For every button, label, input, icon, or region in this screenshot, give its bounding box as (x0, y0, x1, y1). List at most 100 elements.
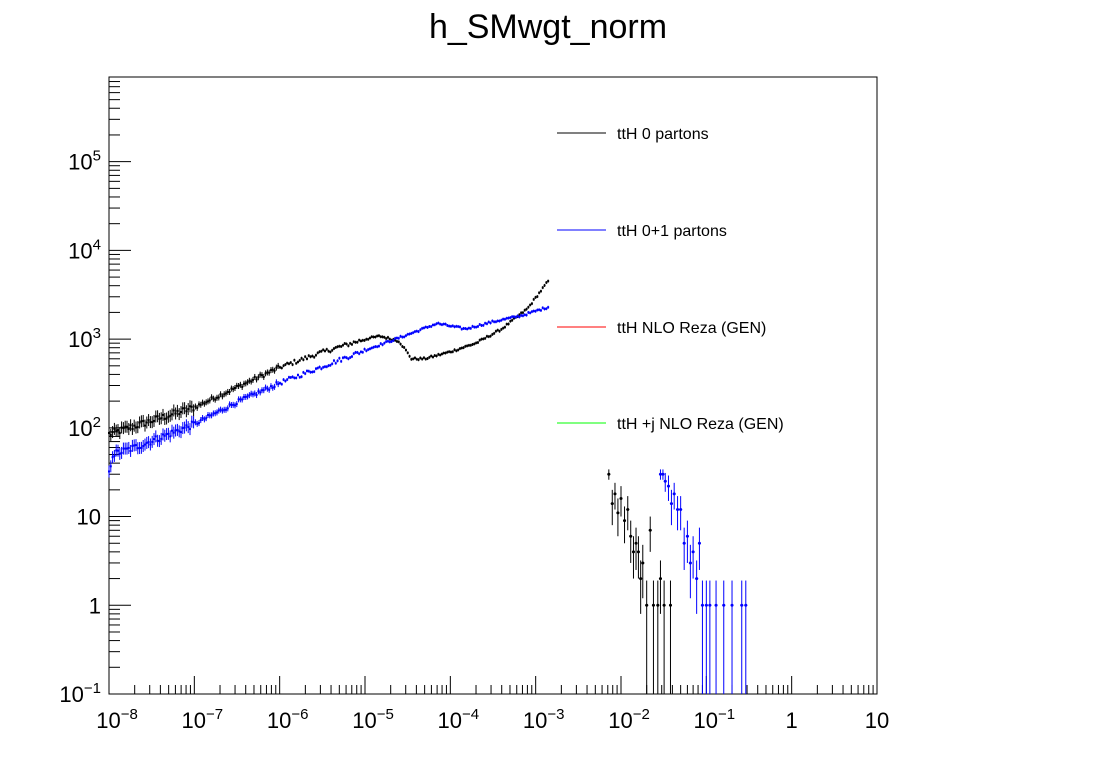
data-point (512, 315, 515, 318)
data-point (476, 341, 479, 344)
data-point (469, 344, 472, 347)
data-point (527, 311, 530, 314)
data-point (327, 350, 330, 353)
data-point (458, 347, 461, 350)
data-point (320, 350, 323, 353)
data-point (530, 310, 533, 313)
x-tick-label: 10−1 (694, 706, 736, 733)
data-point (215, 396, 218, 399)
data-point (122, 427, 125, 430)
data-point (205, 401, 208, 404)
data-point (251, 393, 254, 396)
data-point (296, 373, 299, 376)
data-point (289, 361, 292, 364)
series-layer (108, 279, 748, 694)
x-tick-label: 10 (865, 708, 889, 733)
data-point (255, 378, 258, 381)
data-point (545, 307, 548, 310)
data-point (424, 358, 427, 361)
data-point (323, 365, 326, 368)
data-point (226, 407, 229, 410)
data-point (511, 319, 514, 322)
data-point (691, 550, 695, 554)
data-point (108, 431, 110, 434)
data-point (287, 376, 290, 379)
data-point (498, 330, 501, 333)
data-point (658, 472, 662, 476)
x-tick-label: 10−2 (608, 706, 650, 733)
data-point (210, 414, 213, 417)
data-point (744, 603, 748, 607)
data-point (250, 392, 253, 395)
data-point (293, 359, 296, 362)
data-point (466, 327, 469, 330)
data-point (237, 385, 240, 388)
data-point (446, 324, 449, 327)
data-point (338, 345, 341, 348)
data-point (534, 310, 537, 313)
data-point (282, 378, 285, 381)
data-point (230, 387, 233, 390)
data-point (305, 369, 308, 372)
data-point (152, 438, 155, 441)
data-point (401, 345, 404, 348)
data-point (242, 395, 245, 398)
data-point (197, 422, 200, 425)
x-tick-label: 10−7 (182, 706, 224, 733)
data-point (534, 296, 537, 299)
data-point (397, 340, 400, 343)
y-tick-label: 102 (68, 414, 101, 441)
data-point (367, 348, 370, 351)
data-point (722, 603, 726, 607)
data-point (323, 350, 326, 353)
data-point (142, 444, 145, 447)
data-point (460, 328, 463, 331)
data-point (284, 380, 287, 383)
data-point (257, 376, 260, 379)
data-point (143, 443, 146, 446)
data-point (467, 344, 470, 347)
data-point (469, 327, 472, 330)
data-point (494, 330, 497, 333)
data-point (467, 327, 470, 330)
data-point (453, 348, 456, 351)
data-point (289, 376, 292, 379)
data-point (298, 376, 301, 379)
data-point (383, 336, 386, 339)
data-point (282, 364, 285, 367)
data-point (516, 314, 519, 317)
data-point (361, 351, 364, 354)
data-point (661, 472, 665, 476)
data-point (316, 351, 319, 354)
data-point (547, 306, 550, 309)
data-point (194, 405, 197, 408)
data-point (700, 603, 704, 607)
data-point (509, 320, 512, 323)
data-point (368, 337, 371, 340)
data-point (296, 360, 299, 363)
data-point (341, 356, 344, 359)
data-point (419, 356, 422, 359)
data-point (363, 348, 366, 351)
data-point (668, 603, 672, 607)
data-point (388, 338, 391, 341)
data-point (383, 342, 386, 345)
data-point (448, 350, 451, 353)
data-point (484, 337, 487, 340)
data-point (113, 454, 116, 457)
data-point (259, 391, 262, 394)
data-point (145, 421, 148, 424)
data-point (241, 398, 244, 401)
data-point (730, 603, 734, 607)
data-point (183, 407, 186, 410)
data-point (431, 323, 434, 326)
data-point (163, 434, 166, 437)
data-point (489, 335, 492, 338)
data-point (116, 429, 119, 432)
data-point (666, 484, 670, 488)
data-point (476, 325, 479, 328)
data-point (241, 385, 244, 388)
data-point (487, 335, 490, 338)
data-point (410, 332, 413, 335)
